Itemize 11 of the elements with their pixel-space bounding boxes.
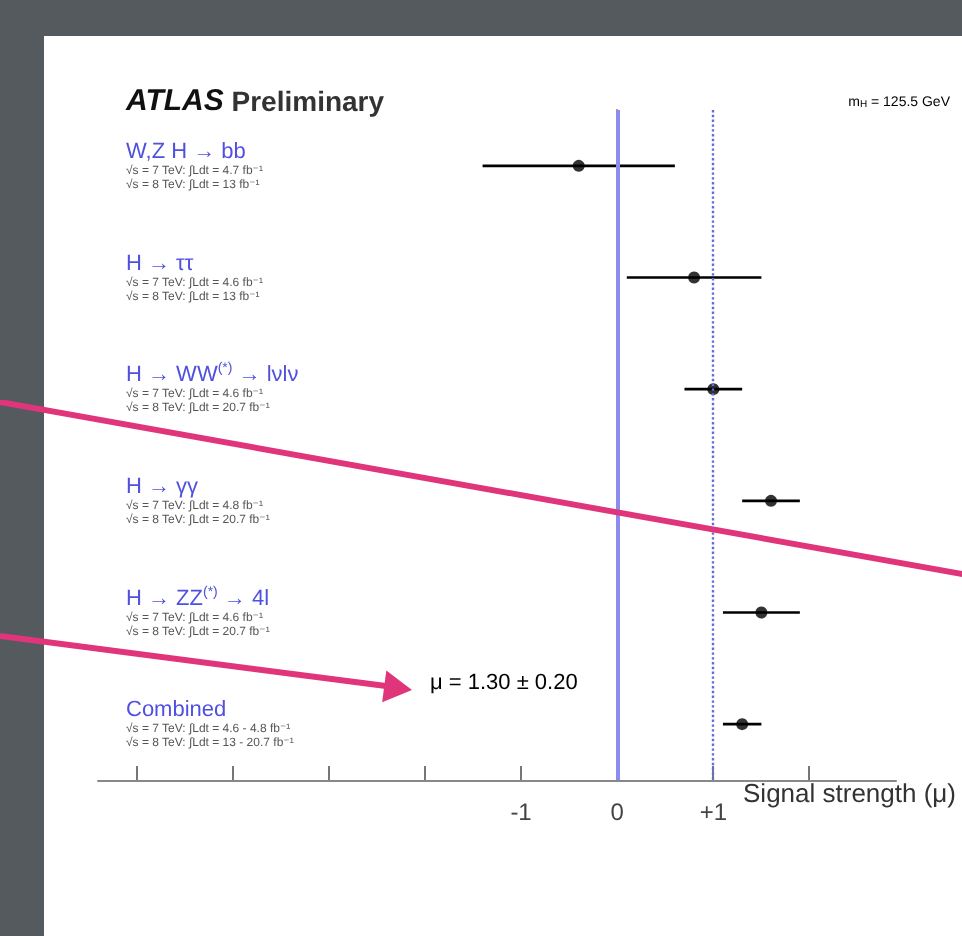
x-tick-label: 0 [610, 798, 625, 826]
x-axis-title: Signal strength (μ) [743, 778, 956, 808]
x-tick-label: +1 [699, 798, 728, 826]
point [755, 606, 768, 619]
point [572, 159, 585, 172]
point [688, 271, 701, 284]
x-tick-label: -1 [510, 798, 533, 826]
point [736, 718, 749, 731]
annotation: μ = 1.30 ± 0.20 [430, 671, 578, 695]
point [765, 494, 778, 507]
chart-title: ATLAS Preliminary [124, 84, 385, 118]
